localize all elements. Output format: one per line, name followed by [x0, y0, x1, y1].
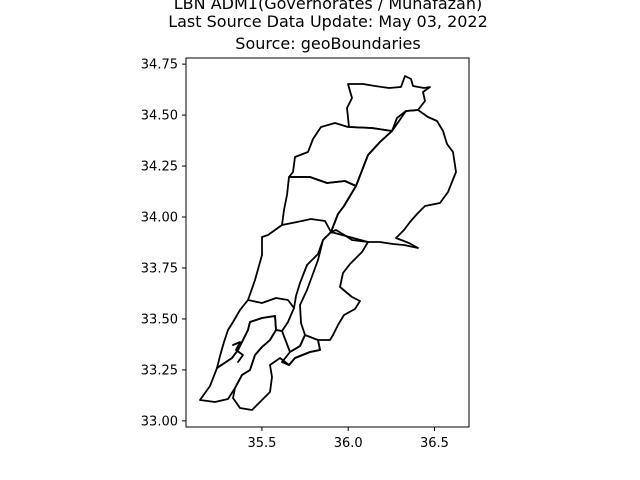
boundary-keserwan-division	[281, 218, 332, 233]
y-tick-label: 34.25	[141, 160, 178, 175]
boundary-jbeil	[247, 297, 295, 309]
boundary-nabatieh	[232, 329, 321, 411]
y-axis: 34.75 34.50 34.25 34.00 33.75 33.50 33.25 33.00	[141, 58, 186, 429]
boundary-mount-lebanon	[216, 176, 357, 369]
map-title-line-1: LBN ADM1(Governorates / Muhafazah)	[174, 0, 482, 13]
governorate-boundaries	[199, 75, 457, 411]
map-title-line-2: Last Source Data Update: May 03, 2022	[168, 12, 488, 31]
y-tick-label: 33.75	[141, 261, 178, 276]
x-tick-label: 36.0	[334, 436, 363, 451]
boundary-bekaa	[330, 109, 457, 249]
boundary-shouf	[232, 341, 244, 363]
y-tick-label: 34.00	[141, 211, 178, 226]
x-axis: 35.5 36.0 36.5	[247, 427, 449, 451]
map-title-line-3: Source: geoBoundaries	[235, 34, 420, 53]
y-tick-label: 34.75	[141, 58, 178, 73]
axes-frame	[185, 57, 470, 428]
x-tick-label: 35.5	[247, 436, 276, 451]
boundary-south-lebanon	[199, 315, 277, 403]
y-tick-label: 33.25	[141, 363, 178, 378]
x-tick-label: 36.5	[420, 436, 449, 451]
y-tick-label: 33.00	[141, 414, 178, 429]
y-tick-label: 34.50	[141, 109, 178, 124]
y-tick-label: 33.50	[141, 312, 178, 327]
boundary-akkar	[346, 75, 431, 132]
